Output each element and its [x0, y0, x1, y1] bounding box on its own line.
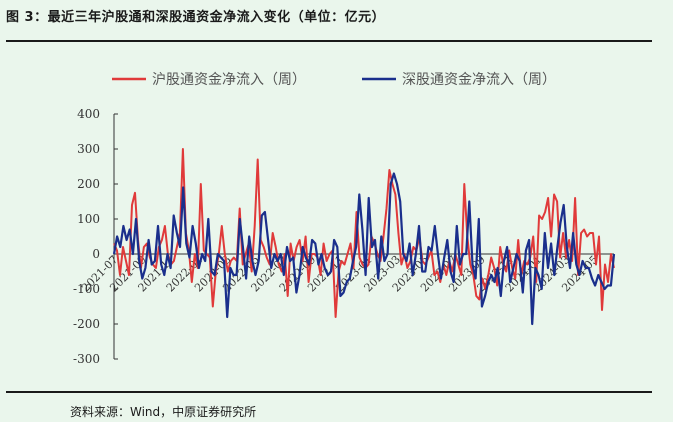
- chart-legend: 沪股通资金净流入（周） 深股通资金净流入（周）: [112, 72, 556, 88]
- bottom-rule: [6, 391, 652, 393]
- legend-label-sh: 沪股通资金净流入（周）: [152, 72, 306, 88]
- y-tick-label: 100: [77, 212, 100, 226]
- series-line-sz: [112, 172, 616, 326]
- source-note: 资料来源：Wind，中原证券研究所: [70, 405, 257, 419]
- y-tick-label: 0: [92, 247, 100, 261]
- y-tick-label: -100: [73, 282, 100, 296]
- net-inflow-chart: 沪股通资金净流入（周） 深股通资金净流入（周） 400 300 200 100 0 -10…: [73, 72, 616, 366]
- series-layer: [112, 148, 616, 326]
- y-tick-label: -200: [73, 317, 100, 331]
- y-tick-label: 300: [77, 142, 100, 156]
- y-tick-label: 400: [77, 107, 100, 121]
- top-rule: [6, 40, 652, 42]
- figure-title: 图 3：最近三年沪股通和深股通资金净流入变化（单位：亿元）: [6, 10, 386, 25]
- y-tick-label: 200: [77, 177, 100, 191]
- y-axis: 400 300 200 100 0 -100 -200 -300: [73, 107, 118, 366]
- y-tick-label: -300: [73, 352, 100, 366]
- legend-label-sz: 深股通资金净流入（周）: [402, 72, 556, 88]
